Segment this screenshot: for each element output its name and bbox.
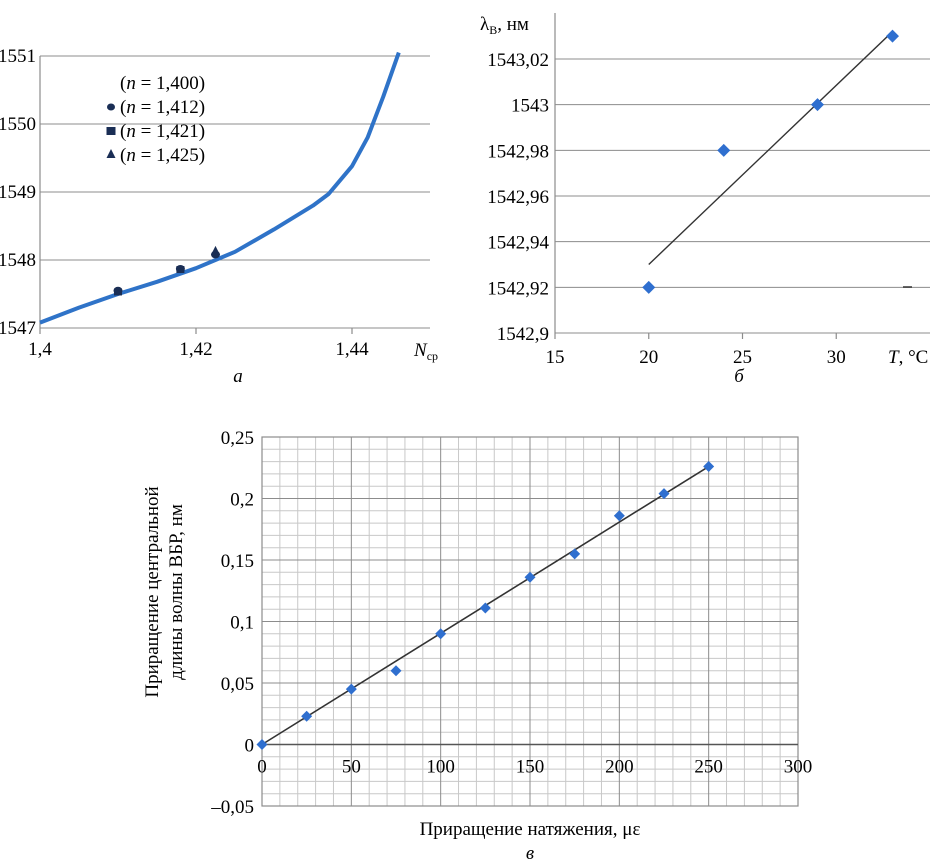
y-tick-label: 1548 [0, 250, 36, 271]
x-tick-label: 300 [784, 757, 813, 778]
data-point [811, 98, 824, 112]
x-tick-label: 150 [516, 757, 545, 778]
legend-entry: (n = 1,400) [120, 73, 205, 94]
legend-entry-value: 1,412 [156, 97, 199, 118]
data-point [390, 665, 402, 677]
data-point-square [114, 288, 122, 296]
legend-marker-triangle [106, 149, 116, 158]
y-axis-label: λВ, нм [480, 14, 529, 37]
y-tick-label: 0,25 [221, 428, 254, 449]
y-tick-label: –0,05 [210, 797, 254, 818]
x-tick-label: 50 [342, 757, 361, 778]
x-axis-label-unit: , °C [899, 347, 929, 368]
data-point [435, 628, 447, 640]
y-axis-label-line2: длины волны ВБР, нм [166, 504, 187, 680]
data-point-circle [211, 250, 220, 259]
x-tick-label: 15 [546, 347, 565, 368]
y-axis-label-subscript: В [489, 23, 497, 37]
x-axis-label: Приращение натяжения, με [420, 819, 641, 840]
legend-entry-value: 1,400 [156, 73, 199, 94]
plot-frame [261, 436, 799, 807]
legend-entry-value: 1,425 [156, 145, 199, 166]
panel-label: а [233, 366, 243, 387]
y-tick-label: 1542,98 [487, 141, 549, 162]
y-tick-label: 1542,94 [487, 233, 549, 254]
data-point [569, 548, 581, 560]
x-tick-label: 1,4 [28, 339, 52, 360]
data-point [256, 739, 268, 750]
data-point [717, 143, 731, 157]
data-point [301, 710, 313, 722]
chart-panel-b: 1542,9 1542,92 1542,94 1542,96 1542,98 1543 15… [480, 13, 930, 387]
legend-entry: (n = 1,425) [120, 145, 205, 166]
data-point-square [176, 266, 185, 274]
data-point [642, 280, 656, 294]
data-point [479, 602, 491, 614]
y-tick-label: 0 [245, 736, 255, 757]
y-axis-label-line1: Приращение центральной [142, 486, 163, 697]
panel-label: б [734, 366, 745, 387]
x-tick-label: 100 [426, 757, 455, 778]
x-tick-label: 250 [694, 757, 723, 778]
x-axis-label-main: N [413, 340, 428, 361]
x-tick-label: 25 [733, 347, 752, 368]
y-tick-label: 1550 [0, 114, 36, 135]
y-tick-label: 0,1 [230, 613, 254, 634]
x-tick-label: 30 [827, 347, 846, 368]
legend-entry-value: 1,421 [156, 121, 199, 142]
panel-label: в [526, 843, 534, 863]
data-point [524, 571, 536, 583]
x-axis-label: Nср [413, 340, 438, 363]
y-tick-label: 1542,96 [487, 187, 549, 208]
y-tick-label: 0,05 [221, 674, 254, 695]
y-tick-label: 1542,9 [497, 324, 549, 345]
x-axis-label-main: T [888, 347, 900, 368]
y-axis-label-unit: , нм [497, 14, 529, 35]
legend-marker-circle [107, 103, 115, 111]
y-axis-label-main: λ [480, 14, 490, 35]
y-tick-label: 0,2 [230, 490, 254, 511]
y-tick-label: 1542,92 [487, 278, 549, 299]
x-tick-label: 1,42 [179, 339, 212, 360]
data-point [703, 461, 715, 473]
chart-panel-a: 1547 1548 1549 1550 1551 1,4 1,42 1,44 Nср (n = 1… [0, 46, 438, 387]
y-tick-label: 1551 [0, 46, 36, 67]
x-tick-label: 20 [639, 347, 658, 368]
y-tick-label: 1549 [0, 182, 36, 203]
data-point [345, 683, 357, 695]
x-axis-label-subscript: ср [427, 349, 438, 363]
x-axis-label: T, °C [888, 347, 928, 368]
y-tick-label: 1543 [511, 96, 549, 117]
data-point [886, 29, 899, 43]
legend-entry: (n = 1,412) [120, 97, 205, 118]
fit-curve [39, 51, 401, 325]
y-tick-label: 0,15 [221, 551, 254, 572]
data-point [658, 488, 670, 500]
legend-entry: (n = 1,421) [120, 121, 205, 142]
y-tick-label: 1543,02 [487, 50, 549, 71]
trendline [648, 31, 893, 266]
y-tick-label: 1547 [0, 318, 36, 339]
x-tick-label: 200 [605, 757, 634, 778]
legend-marker-square [106, 127, 116, 135]
x-tick-label: 1,44 [335, 339, 369, 360]
x-tick-label: 0 [257, 757, 267, 778]
data-point [613, 510, 625, 522]
